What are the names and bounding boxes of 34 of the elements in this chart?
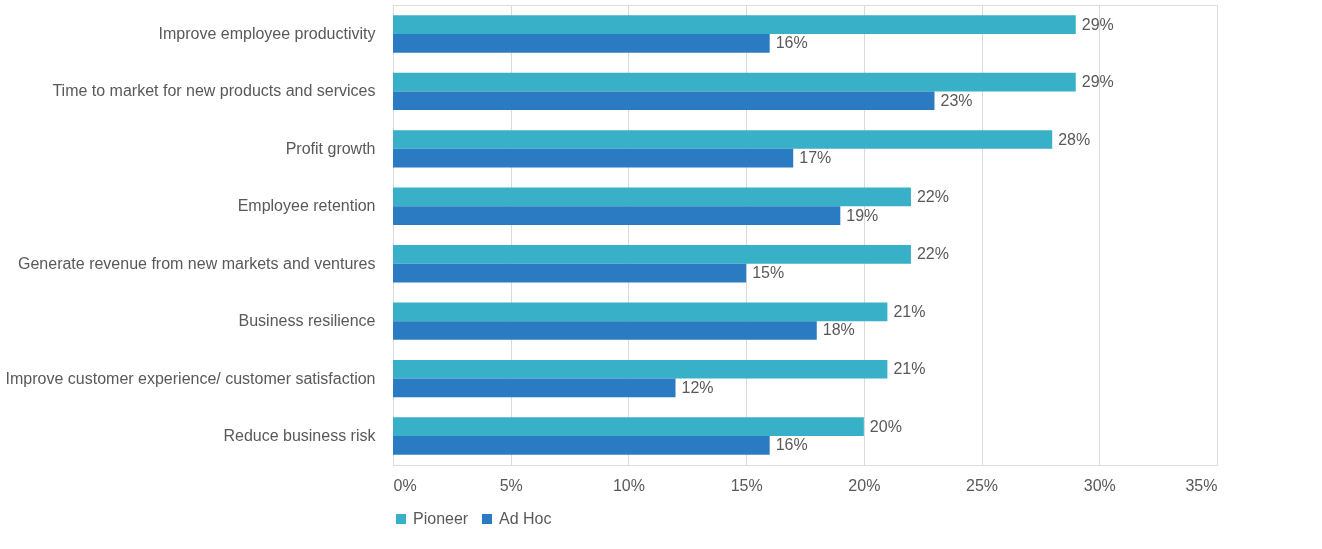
x-tick-label: 5% [499, 476, 523, 494]
data-label: 16% [775, 436, 808, 454]
y-tick-label: Employee retention [237, 197, 376, 215]
x-tick-label: 20% [848, 476, 881, 494]
data-label: 28% [1058, 130, 1091, 148]
data-label: 20% [869, 417, 902, 435]
x-tick-label: 30% [1083, 476, 1116, 494]
data-label: 29% [1081, 73, 1114, 91]
x-tick-label: 15% [730, 476, 763, 494]
data-label: 23% [940, 91, 973, 109]
data-label: 29% [1081, 15, 1114, 33]
data-label: 16% [775, 34, 808, 52]
y-tick-label: Generate revenue from new markets and ventures [17, 254, 376, 272]
data-label: 19% [846, 206, 879, 224]
y-tick-label: Reduce business risk [223, 427, 377, 444]
data-label: 22% [916, 187, 949, 205]
x-tick-label: 10% [612, 476, 645, 494]
y-tick-label: Improve customer experience/ customer satisfaction [5, 369, 376, 387]
x-tick-label: 35% [1185, 476, 1218, 494]
legend-label: Ad Hoc [499, 510, 552, 527]
legend-label: Pioneer [413, 510, 469, 527]
y-tick-label: Improve employee productivity [158, 25, 376, 42]
data-label: 22% [916, 245, 949, 263]
y-tick-label: Time to market for new products and services [52, 82, 376, 100]
data-label: 21% [893, 302, 926, 320]
y-tick-label: Business resilience [238, 312, 376, 330]
data-label: 15% [752, 264, 785, 282]
data-label: 21% [893, 360, 926, 378]
data-label: 18% [822, 321, 855, 339]
x-tick-label: 0% [393, 476, 417, 494]
data-label: 12% [681, 378, 714, 396]
x-tick-label: 25% [966, 476, 999, 494]
y-tick-label: Profit growth [285, 139, 376, 157]
data-label: 17% [799, 149, 832, 167]
